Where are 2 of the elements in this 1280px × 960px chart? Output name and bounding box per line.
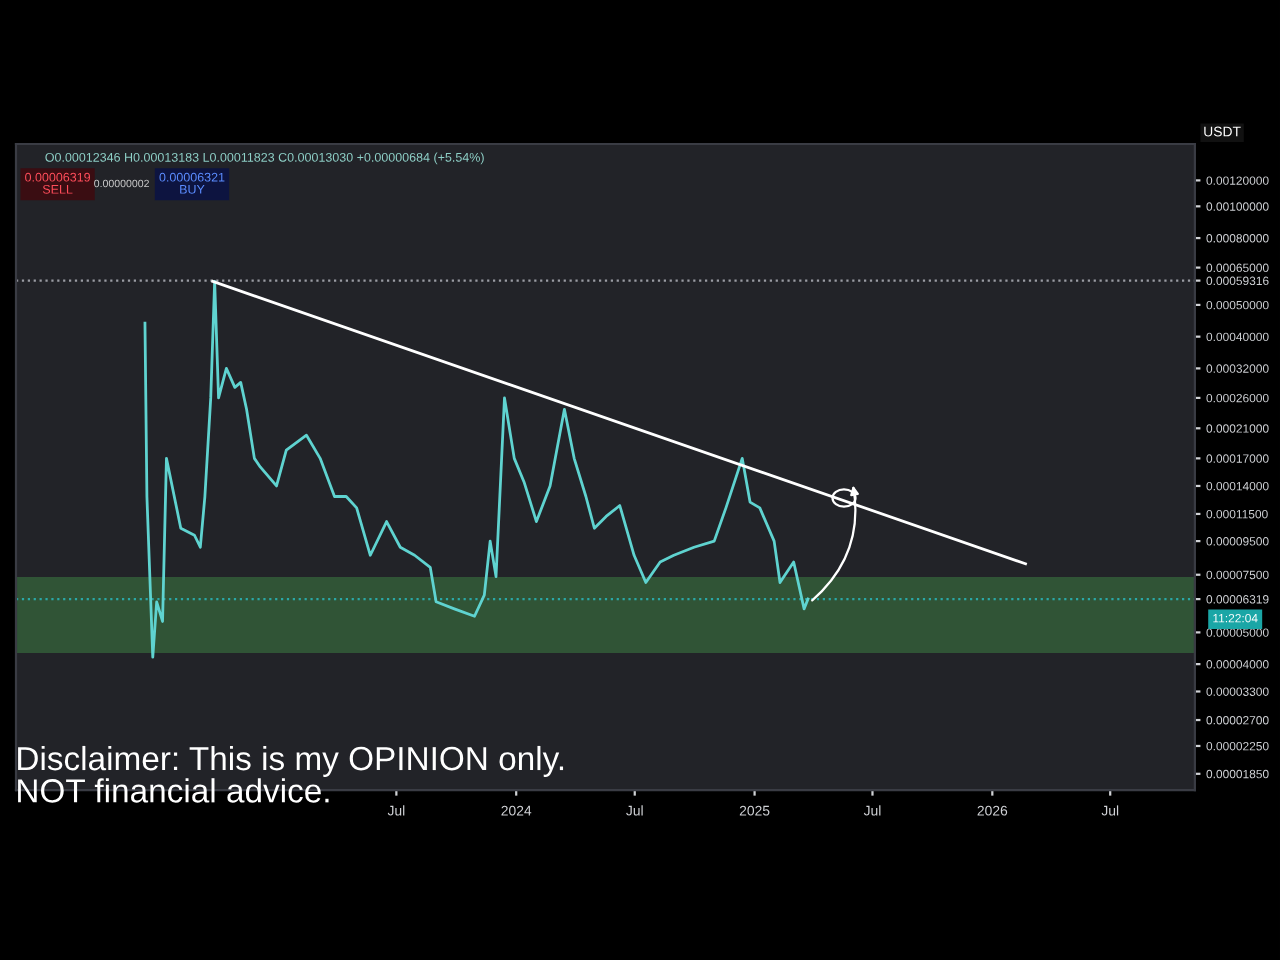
line-series	[143, 279, 810, 659]
annotation: Disclaimer: This is my OPINION only. NOT financial advice.	[18, 745, 564, 803]
